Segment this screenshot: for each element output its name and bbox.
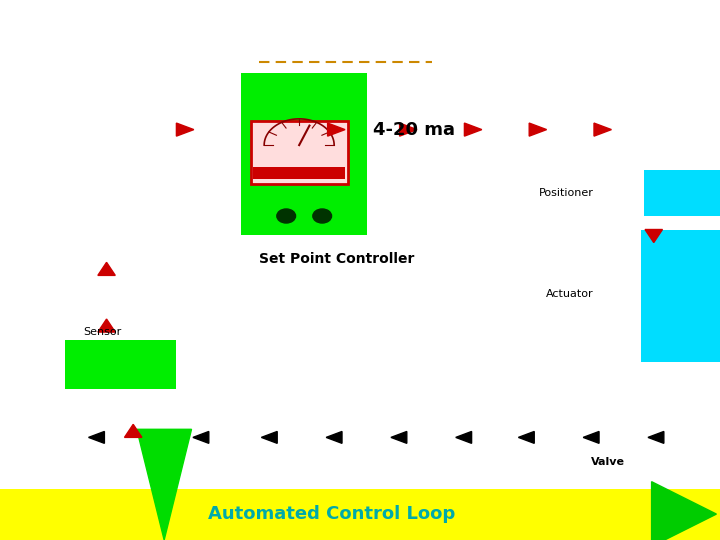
Bar [641, 230, 720, 362]
Polygon shape [125, 424, 142, 437]
Polygon shape [652, 482, 716, 540]
Polygon shape [648, 431, 664, 443]
Bar [704, 281, 720, 327]
Text: Valve: Valve [591, 457, 626, 467]
Polygon shape [594, 123, 611, 136]
Bar [65, 340, 176, 389]
Text: Sensor: Sensor [83, 327, 121, 337]
Text: Set Point Controller: Set Point Controller [259, 252, 415, 266]
Polygon shape [583, 431, 599, 443]
Polygon shape [89, 431, 104, 443]
Polygon shape [529, 123, 546, 136]
Bar [644, 170, 720, 216]
Polygon shape [137, 429, 192, 540]
Bar [251, 122, 348, 184]
Text: Positioner: Positioner [539, 188, 594, 198]
Polygon shape [193, 431, 209, 443]
Bar [241, 73, 367, 235]
Polygon shape [456, 431, 472, 443]
Text: Actuator: Actuator [546, 289, 594, 299]
Polygon shape [464, 123, 482, 136]
Polygon shape [261, 431, 277, 443]
Polygon shape [98, 262, 115, 275]
Text: 4-20 ma: 4-20 ma [373, 120, 455, 139]
Polygon shape [326, 431, 342, 443]
Polygon shape [645, 230, 662, 242]
Polygon shape [391, 431, 407, 443]
Circle shape [312, 209, 331, 223]
Polygon shape [328, 123, 345, 136]
Polygon shape [176, 123, 194, 136]
Polygon shape [518, 431, 534, 443]
Circle shape [276, 209, 296, 223]
Polygon shape [98, 319, 115, 332]
Polygon shape [400, 123, 417, 136]
Text: Automated Control Loop: Automated Control Loop [207, 505, 455, 523]
Bar [253, 167, 345, 179]
Bar [0, 489, 720, 540]
